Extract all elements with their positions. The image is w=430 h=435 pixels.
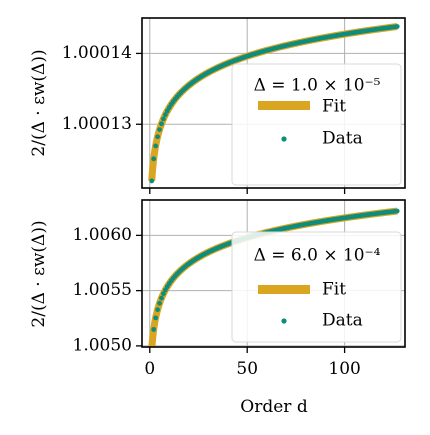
top-plot-frame	[141, 17, 406, 189]
top-legend-data-label: Data	[322, 129, 363, 149]
bottom-data-point	[151, 327, 157, 332]
bottom-legend-data-marker	[281, 318, 287, 324]
top-data-point	[149, 178, 155, 184]
bottom-plot-frame	[141, 199, 406, 348]
bottom-data-point	[157, 300, 162, 306]
bottom-legend-data-label: Data	[322, 311, 363, 331]
bottom-xtick-label-0: 0	[144, 359, 155, 379]
top-data-point	[151, 156, 157, 162]
bottom-ylabel: 2/(Δ · εw(Δ))	[29, 220, 49, 327]
bottom-ticks: 0 50 100 1.0050 1.0055 1.0060	[73, 225, 361, 379]
bottom-data-point	[394, 208, 400, 214]
bottom-xlabel: Order d	[240, 397, 308, 417]
top-data-point	[157, 127, 162, 133]
top-legend-title: Δ = 1.0 × 10⁻⁵	[254, 76, 381, 96]
top-legend-fit-swatch	[258, 101, 310, 110]
top-data-point	[162, 112, 168, 118]
top-legend-fit-label: Fit	[322, 97, 346, 117]
bottom-ytick-label-1: 1.0055	[73, 280, 132, 300]
bottom-legend-fit-label: Fit	[322, 280, 346, 300]
bottom-data-point	[161, 291, 166, 297]
bottom-ytick-label-2: 1.0060	[73, 225, 132, 245]
top-legend-data-marker	[281, 136, 287, 142]
top-ylabel: 2/(Δ · εw(Δ))	[29, 49, 49, 156]
bottom-legend-title: Δ = 6.0 × 10⁻⁴	[254, 246, 381, 266]
top-legend-box	[231, 63, 402, 186]
bottom-legend-fit-swatch	[258, 285, 310, 294]
top-panel: 1.00013 1.00014 2/(Δ · εw(Δ)) Δ = 1.0 × 1…	[29, 17, 406, 194]
top-data-point	[161, 116, 166, 122]
bottom-xtick-label-50: 50	[236, 359, 258, 379]
top-data-point	[155, 134, 160, 140]
top-data-point	[394, 24, 400, 29]
bottom-xtick-label-100: 100	[328, 359, 360, 379]
top-data-point	[159, 121, 164, 127]
bottom-ytick-label-0: 1.0050	[73, 335, 132, 355]
top-ticks: 1.00013 1.00014	[62, 43, 346, 194]
top-ytick-label-0: 1.00013	[62, 114, 132, 134]
bottom-panel: 0 50 100 1.0050 1.0055 1.0060 2/(Δ · εw(Δ)) O…	[29, 199, 406, 417]
bottom-data-point	[159, 295, 164, 301]
bottom-legend-box	[231, 231, 402, 343]
top-ytick-label-1: 1.00014	[62, 43, 132, 63]
bottom-data-point	[153, 315, 159, 321]
top-legend: Δ = 1.0 × 10⁻⁵ Fit Data	[231, 63, 402, 186]
bottom-legend: Δ = 6.0 × 10⁻⁴ Fit Data	[231, 231, 402, 343]
bottom-data-point	[155, 307, 160, 313]
top-data-points	[149, 24, 400, 184]
top-data-point	[153, 143, 159, 149]
